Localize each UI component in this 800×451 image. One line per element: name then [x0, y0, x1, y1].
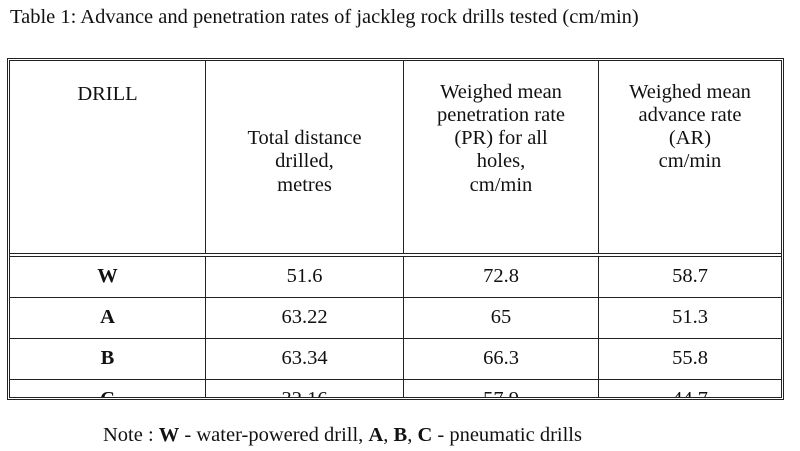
drill-id-cell: A	[10, 297, 206, 339]
table-caption: Table 1: Advance and penetration rates o…	[10, 6, 639, 28]
total-distance-cell: 63.34	[205, 338, 404, 380]
header-advance-rate: Weighed mean advance rate (AR) cm/min	[598, 61, 781, 256]
data-table-frame: DRILL Total distance drilled, metres Wei…	[7, 58, 784, 400]
header-line: (AR)	[668, 127, 712, 150]
penetration-rate-cell: 66.3	[403, 338, 599, 380]
table-row: A 63.22 65 51.3	[10, 297, 781, 339]
advance-rate-cell: 55.8	[598, 338, 781, 380]
header-line: Weighed mean	[440, 81, 562, 103]
total-distance-cell: 51.6	[205, 254, 404, 298]
note-text-water: - water-powered drill,	[179, 424, 369, 446]
note-separator: ,	[407, 424, 418, 446]
header-line: holes,	[476, 150, 526, 173]
header-penetration-rate: Weighed mean penetration rate (PR) for a…	[403, 61, 599, 256]
total-distance-cell: 32.16	[205, 379, 404, 397]
penetration-rate-cell: 72.8	[403, 254, 599, 298]
note-key-w: W	[158, 424, 180, 446]
advance-rate-cell: 58.7	[598, 254, 781, 298]
header-drill-line: DRILL	[77, 83, 138, 105]
note-key-a: A	[368, 424, 384, 446]
note-prefix: Note :	[103, 424, 159, 446]
table-row: C 32.16 57.9 44.7	[10, 379, 781, 397]
note-separator: ,	[383, 424, 394, 446]
table-row: B 63.34 66.3 55.8	[10, 338, 781, 380]
table-note: Note : W - water-powered drill, A, B, C …	[103, 424, 582, 447]
header-line: Weighed mean	[629, 81, 751, 103]
header-line: cm/min	[469, 173, 533, 196]
header-line: penetration rate	[436, 104, 566, 127]
advance-rate-cell: 44.7	[598, 379, 781, 397]
drill-id-cell: C	[10, 379, 206, 397]
header-line: advance rate	[638, 104, 742, 127]
table-row: W 51.6 72.8 58.7	[10, 254, 781, 298]
note-key-c: C	[417, 424, 433, 446]
advance-rate-cell: 51.3	[598, 297, 781, 339]
header-line: metres	[277, 173, 332, 196]
header-total-distance: Total distance drilled, metres	[205, 61, 404, 256]
header-line: (PR) for all	[454, 127, 548, 150]
header-line: Total distance	[247, 127, 362, 150]
drill-id-cell: W	[10, 254, 206, 298]
total-distance-cell: 63.22	[205, 297, 404, 339]
header-drill: DRILL	[10, 61, 206, 256]
penetration-rate-cell: 65	[403, 297, 599, 339]
penetration-rate-cell: 57.9	[403, 379, 599, 397]
drill-id-cell: B	[10, 338, 206, 380]
header-line: drilled,	[275, 150, 334, 173]
header-row: DRILL Total distance drilled, metres Wei…	[10, 61, 781, 256]
drill-rates-table: DRILL Total distance drilled, metres Wei…	[10, 61, 781, 397]
note-key-b: B	[393, 424, 408, 446]
header-line: cm/min	[658, 150, 722, 173]
note-text-pneumatic: - pneumatic drills	[432, 424, 582, 446]
